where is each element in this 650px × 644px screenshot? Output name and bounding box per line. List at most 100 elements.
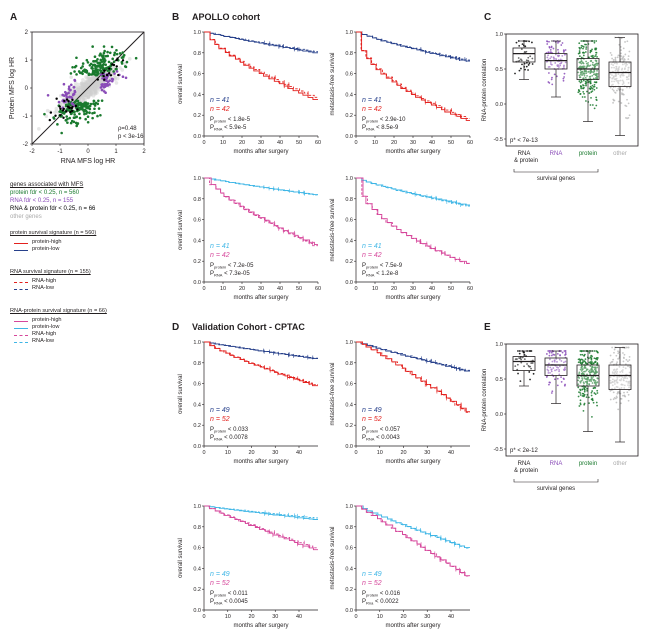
jitter-point <box>616 62 618 65</box>
km-plot-cptac-mfs-combined: 0.0 0.2 0.4 0.6 0.8 1.0 0 10 20 30 40 months after … <box>330 504 470 629</box>
jitter-point <box>579 84 582 87</box>
jitter-point <box>579 388 581 391</box>
p-protein-value: < 1.8e-5 <box>226 117 251 123</box>
y-tick-label: -2 <box>23 142 29 148</box>
jitter-point <box>623 68 626 71</box>
jitter-point <box>553 57 556 60</box>
km-high-group-solid-curve <box>204 341 318 387</box>
jitter-point <box>564 61 567 64</box>
box <box>608 364 632 390</box>
jitter-point <box>583 92 585 95</box>
signature-legend-label: protein-high <box>32 317 62 323</box>
jitter-point <box>583 393 586 396</box>
y-tick-label: 0.0 <box>193 444 201 450</box>
protein-gene-point <box>97 107 101 110</box>
bracket-label: survival genes <box>537 486 575 492</box>
both-gene-point <box>69 110 72 114</box>
signature-legend-label: protein-low <box>32 324 60 330</box>
signature-legend-label: protein-low <box>32 246 60 252</box>
jitter-point <box>609 73 612 75</box>
y-tick-label: 0.4 <box>345 238 353 244</box>
protein-gene-point <box>115 52 119 56</box>
jitter-point <box>620 49 622 52</box>
jitter-point <box>595 382 598 384</box>
jitter-point <box>625 346 627 349</box>
jitter-point <box>549 350 552 352</box>
jitter-point <box>586 90 588 93</box>
rna-gene-point <box>73 78 76 82</box>
jitter-point <box>556 377 559 380</box>
p-rna-sub: RNA <box>214 273 223 278</box>
jitter-point <box>586 387 588 390</box>
p-rna-sub: Rna <box>366 601 374 606</box>
protein-gene-point <box>94 67 98 71</box>
jitter-point <box>621 384 624 386</box>
jitter-point <box>591 382 594 384</box>
jitter-point <box>588 87 591 90</box>
p-rna-value: < 0.0022 <box>373 599 399 605</box>
jitter-point <box>587 61 590 64</box>
rna-gene-point <box>68 95 71 99</box>
x-tick-label: 10 <box>372 286 378 292</box>
jitter-point <box>626 78 628 81</box>
jitter-point <box>626 98 628 101</box>
jitter-point <box>627 384 629 387</box>
both-gene-point <box>96 78 99 81</box>
jitter-point <box>612 59 615 61</box>
apollo-title: APOLLO cohort <box>192 12 260 22</box>
jitter-point <box>548 45 551 48</box>
jitter-point <box>588 65 590 67</box>
other-gene-point <box>81 78 85 82</box>
jitter-point <box>585 46 588 49</box>
km-high-group-solid-curve <box>204 177 318 246</box>
n-low-label: n = 41 <box>362 97 382 104</box>
protein-gene-point <box>102 51 106 55</box>
jitter-point <box>586 389 589 392</box>
jitter-point <box>581 74 584 76</box>
protein-gene-point <box>73 110 76 113</box>
jitter-point <box>548 40 550 43</box>
both-gene-point <box>71 98 74 102</box>
jitter-point <box>561 351 564 354</box>
jitter-point <box>587 370 590 373</box>
other-gene-point <box>94 87 99 91</box>
y-tick-label: 0.0 <box>193 280 201 286</box>
jitter-point <box>584 370 586 373</box>
jitter-point <box>623 357 625 360</box>
jitter-point <box>531 57 534 60</box>
jitter-point <box>531 63 534 65</box>
protein-gene-point <box>85 101 88 105</box>
x-tick-label: 0 <box>86 149 90 155</box>
both-gene-point <box>65 98 69 101</box>
jitter-point <box>547 365 549 368</box>
jitter-point <box>577 395 580 398</box>
jitter-point <box>547 58 550 61</box>
jitter-point <box>620 397 623 400</box>
jitter-point <box>520 48 523 50</box>
protein-gene-point <box>97 62 100 65</box>
jitter-point <box>581 96 584 98</box>
jitter-point <box>577 91 580 94</box>
jitter-point <box>577 71 580 74</box>
jitter-point <box>596 75 599 78</box>
jitter-point <box>518 352 521 355</box>
category-label: & protein <box>514 468 538 474</box>
jitter-point <box>623 353 626 356</box>
box-frame <box>505 343 639 457</box>
jitter-point <box>578 76 581 79</box>
y-tick-label: 0.0 <box>345 608 353 614</box>
jitter-point <box>516 363 519 366</box>
jitter-point <box>617 69 620 72</box>
y-tick-label: 0.4 <box>193 238 201 244</box>
jitter-point <box>622 47 625 50</box>
jitter-point <box>578 51 581 54</box>
panel-letter-e: E <box>484 322 491 333</box>
jitter-point <box>562 361 565 364</box>
y-tick-label: 0.2 <box>345 423 353 429</box>
protein-gene-point <box>86 106 90 110</box>
other-gene-point <box>91 90 96 95</box>
y-tick-label: 2 <box>25 30 29 36</box>
protein-gene-point <box>89 102 93 106</box>
x-tick-label: 40 <box>296 450 302 456</box>
jitter-point <box>564 360 567 363</box>
